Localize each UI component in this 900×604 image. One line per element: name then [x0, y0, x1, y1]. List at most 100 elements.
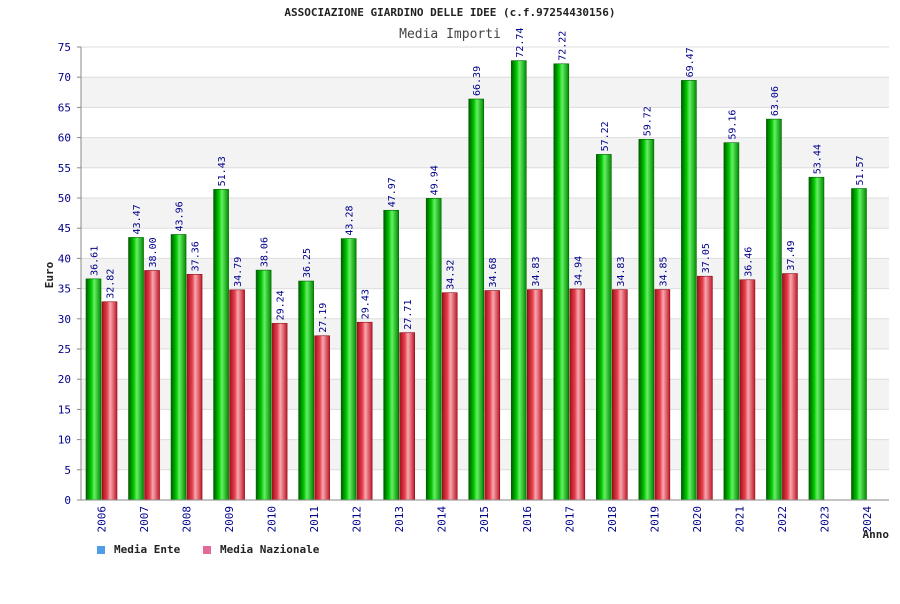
x-tick-label: 2023 [818, 506, 831, 533]
x-tick-label: 2024 [861, 506, 874, 533]
x-tick-label: 2014 [436, 506, 449, 533]
data-label: 36.61 [90, 246, 101, 276]
y-axis-label: Euro [43, 261, 56, 288]
bar-media-ente [851, 188, 867, 501]
data-label: 27.71 [403, 300, 414, 330]
data-label: 34.68 [488, 257, 499, 287]
y-tick-label: 25 [58, 343, 71, 356]
bar-media-ente [808, 176, 825, 501]
bar-media-ente [468, 98, 485, 501]
data-label: 29.43 [361, 289, 372, 319]
data-label: 37.05 [701, 243, 712, 273]
bars [85, 60, 867, 501]
legend-swatch-media-nazionale [203, 546, 211, 554]
x-tick-label: 2009 [223, 506, 236, 533]
bar-media-nazionale [144, 270, 160, 501]
x-axis-ticks: 2006 2007 2008 2009 2010 2011 2012 2013 2014 2015… [96, 506, 874, 533]
y-tick-label: 55 [58, 162, 71, 175]
bar-media-ente [510, 60, 527, 501]
bar-media-nazionale [229, 289, 245, 501]
bar-media-ente [298, 280, 314, 501]
legend-label-media-nazionale: Media Nazionale [220, 543, 320, 556]
bar-media-ente [766, 118, 782, 501]
bar-media-nazionale [441, 292, 458, 501]
x-tick-label: 2018 [606, 506, 619, 533]
data-label: 51.43 [217, 156, 228, 186]
data-label: 38.06 [260, 237, 271, 267]
data-label: 34.79 [233, 257, 244, 287]
bar-media-nazionale [654, 289, 671, 501]
bar-media-ente [255, 269, 272, 501]
data-label: 32.82 [106, 269, 117, 299]
x-tick-label: 2019 [648, 506, 661, 533]
data-label: 43.47 [132, 204, 143, 234]
data-label: 49.94 [430, 165, 441, 195]
bar-media-nazionale [484, 290, 501, 501]
chart-title: ASSOCIAZIONE GIARDINO DELLE IDEE (c.f.97… [284, 6, 615, 19]
y-tick-label: 10 [58, 434, 71, 447]
x-axis-label: Anno [863, 528, 890, 541]
bar-media-ente [638, 138, 655, 501]
data-label: 37.49 [786, 240, 797, 270]
y-tick-label: 65 [58, 101, 71, 114]
grid-band [81, 77, 889, 108]
y-tick-label: 30 [58, 313, 71, 326]
y-tick-label: 70 [58, 71, 71, 84]
y-tick-label: 75 [58, 41, 71, 54]
y-tick-label: 0 [64, 494, 71, 507]
bar-media-ente [553, 63, 570, 501]
x-tick-label: 2017 [563, 506, 576, 533]
bar-media-nazionale [569, 288, 586, 501]
data-label: 47.97 [387, 177, 398, 207]
data-label: 51.57 [855, 155, 866, 185]
data-label: 36.25 [302, 248, 313, 278]
legend-swatch-media-ente [97, 546, 105, 554]
x-tick-label: 2022 [776, 506, 789, 533]
data-label: 37.36 [191, 241, 202, 271]
bar-media-nazionale [101, 301, 118, 501]
chart-subtitle: Media Importi [399, 27, 501, 42]
bar-media-ente [340, 238, 357, 501]
y-tick-label: 20 [58, 373, 71, 386]
bar-media-nazionale [356, 321, 373, 501]
data-label: 69.47 [685, 47, 696, 77]
bar-media-nazionale [399, 332, 415, 501]
data-label: 43.28 [345, 205, 356, 235]
data-label: 66.39 [472, 66, 483, 96]
data-label: 29.24 [276, 290, 287, 320]
x-tick-label: 2013 [393, 506, 406, 533]
data-label: 43.96 [175, 201, 186, 231]
bar-media-nazionale [697, 275, 713, 501]
data-label: 38.00 [148, 237, 159, 267]
bar-media-nazionale [271, 323, 288, 501]
x-tick-label: 2015 [478, 506, 491, 533]
y-tick-label: 35 [58, 283, 71, 296]
x-tick-label: 2008 [181, 506, 194, 533]
bar-media-nazionale [782, 273, 798, 501]
bar-media-ente [383, 209, 399, 501]
y-tick-label: 60 [58, 132, 71, 145]
y-axis-ticks: 0 5 10 15 20 25 30 35 40 45 50 55 60 65 70 75 [58, 41, 81, 507]
bar-media-nazionale [612, 289, 628, 501]
data-label: 34.94 [573, 256, 584, 286]
bar-media-ente [213, 189, 229, 501]
bar-media-ente [425, 198, 442, 501]
bar-media-ente [681, 80, 697, 501]
bar-media-nazionale [186, 274, 203, 501]
data-label: 59.72 [642, 106, 653, 136]
y-tick-label: 5 [64, 464, 71, 477]
bar-media-ente [128, 237, 144, 501]
data-label: 34.85 [658, 256, 669, 286]
data-label: 72.22 [557, 31, 568, 61]
legend: Media Ente Media Nazionale [97, 543, 320, 556]
bar-media-ente [170, 234, 187, 501]
x-tick-label: 2021 [733, 506, 746, 533]
data-label: 34.83 [616, 257, 627, 287]
data-label: 53.44 [812, 144, 823, 174]
data-label: 27.19 [318, 303, 329, 333]
x-tick-label: 2007 [138, 506, 151, 533]
y-tick-label: 15 [58, 403, 71, 416]
data-label: 63.06 [770, 86, 781, 116]
